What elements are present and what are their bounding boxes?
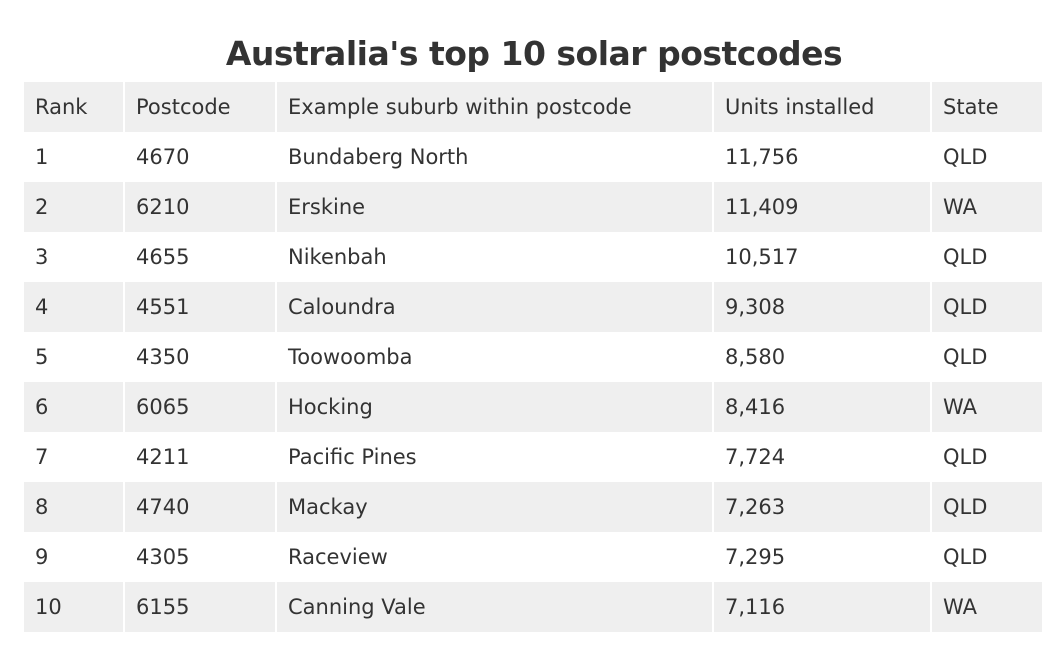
table-row: 9 4305 Raceview 7,295 QLD — [24, 532, 1042, 582]
header-state: State — [943, 95, 999, 119]
cell-postcode: 6065 — [124, 382, 277, 432]
cell-suburb: Toowoomba — [276, 332, 714, 382]
table-row: 6 6065 Hocking 8,416 WA — [24, 382, 1042, 432]
cell-postcode: 4350 — [124, 332, 277, 382]
cell-state: QLD — [943, 295, 988, 319]
cell-suburb: Erskine — [276, 182, 714, 232]
solar-postcodes-table: Rank Postcode Example suburb within post… — [24, 82, 1042, 632]
cell-postcode: 4305 — [124, 532, 277, 582]
cell-state: QLD — [943, 545, 988, 569]
cell-units: 10,517 — [713, 232, 932, 282]
table-row: 10 6155 Canning Vale 7,116 WA — [24, 582, 1042, 632]
cell-state: QLD — [943, 145, 988, 169]
header-postcode: Postcode — [124, 82, 277, 132]
cell-rank: 10 — [24, 582, 125, 632]
cell-rank: 8 — [24, 482, 125, 532]
header-suburb: Example suburb within postcode — [276, 82, 714, 132]
cell-suburb: Mackay — [276, 482, 714, 532]
cell-suburb: Canning Vale — [276, 582, 714, 632]
cell-postcode: 4740 — [124, 482, 277, 532]
cell-state: QLD — [943, 445, 988, 469]
cell-state: WA — [943, 395, 977, 419]
cell-rank: 3 — [24, 232, 125, 282]
table-row: 4 4551 Caloundra 9,308 QLD — [24, 282, 1042, 332]
cell-units: 7,295 — [713, 532, 932, 582]
cell-units: 7,263 — [713, 482, 932, 532]
table-row: 2 6210 Erskine 11,409 WA — [24, 182, 1042, 232]
cell-suburb: Hocking — [276, 382, 714, 432]
cell-state: WA — [943, 595, 977, 619]
cell-rank: 6 — [24, 382, 125, 432]
cell-units: 11,409 — [713, 182, 932, 232]
table-row: 7 4211 Pacific Pines 7,724 QLD — [24, 432, 1042, 482]
cell-rank: 1 — [24, 132, 125, 182]
cell-rank: 5 — [24, 332, 125, 382]
header-units: Units installed — [713, 82, 932, 132]
table-row: 1 4670 Bundaberg North 11,756 QLD — [24, 132, 1042, 182]
cell-postcode: 4670 — [124, 132, 277, 182]
cell-units: 7,116 — [713, 582, 932, 632]
cell-rank: 4 — [24, 282, 125, 332]
cell-postcode: 4551 — [124, 282, 277, 332]
cell-state: QLD — [943, 495, 988, 519]
cell-rank: 7 — [24, 432, 125, 482]
table-header: Rank Postcode Example suburb within post… — [24, 82, 1042, 132]
cell-suburb: Pacific Pines — [276, 432, 714, 482]
cell-units: 8,416 — [713, 382, 932, 432]
cell-units: 9,308 — [713, 282, 932, 332]
table-row: 3 4655 Nikenbah 10,517 QLD — [24, 232, 1042, 282]
cell-suburb: Nikenbah — [276, 232, 714, 282]
table-row: 8 4740 Mackay 7,263 QLD — [24, 482, 1042, 532]
cell-state: QLD — [943, 245, 988, 269]
cell-suburb: Caloundra — [276, 282, 714, 332]
cell-units: 7,724 — [713, 432, 932, 482]
cell-state: QLD — [943, 345, 988, 369]
cell-suburb: Raceview — [276, 532, 714, 582]
cell-postcode: 4655 — [124, 232, 277, 282]
cell-postcode: 6210 — [124, 182, 277, 232]
header-rank: Rank — [24, 82, 125, 132]
cell-state: WA — [943, 195, 977, 219]
header-row: Rank Postcode Example suburb within post… — [24, 82, 1042, 132]
cell-postcode: 4211 — [124, 432, 277, 482]
page-title: Australia's top 10 solar postcodes — [225, 34, 843, 74]
cell-rank: 2 — [24, 182, 125, 232]
cell-rank: 9 — [24, 532, 125, 582]
cell-units: 8,580 — [713, 332, 932, 382]
cell-postcode: 6155 — [124, 582, 277, 632]
cell-units: 11,756 — [713, 132, 932, 182]
table-body: 1 4670 Bundaberg North 11,756 QLD 2 6210… — [24, 132, 1042, 632]
cell-suburb: Bundaberg North — [276, 132, 714, 182]
table-row: 5 4350 Toowoomba 8,580 QLD — [24, 332, 1042, 382]
